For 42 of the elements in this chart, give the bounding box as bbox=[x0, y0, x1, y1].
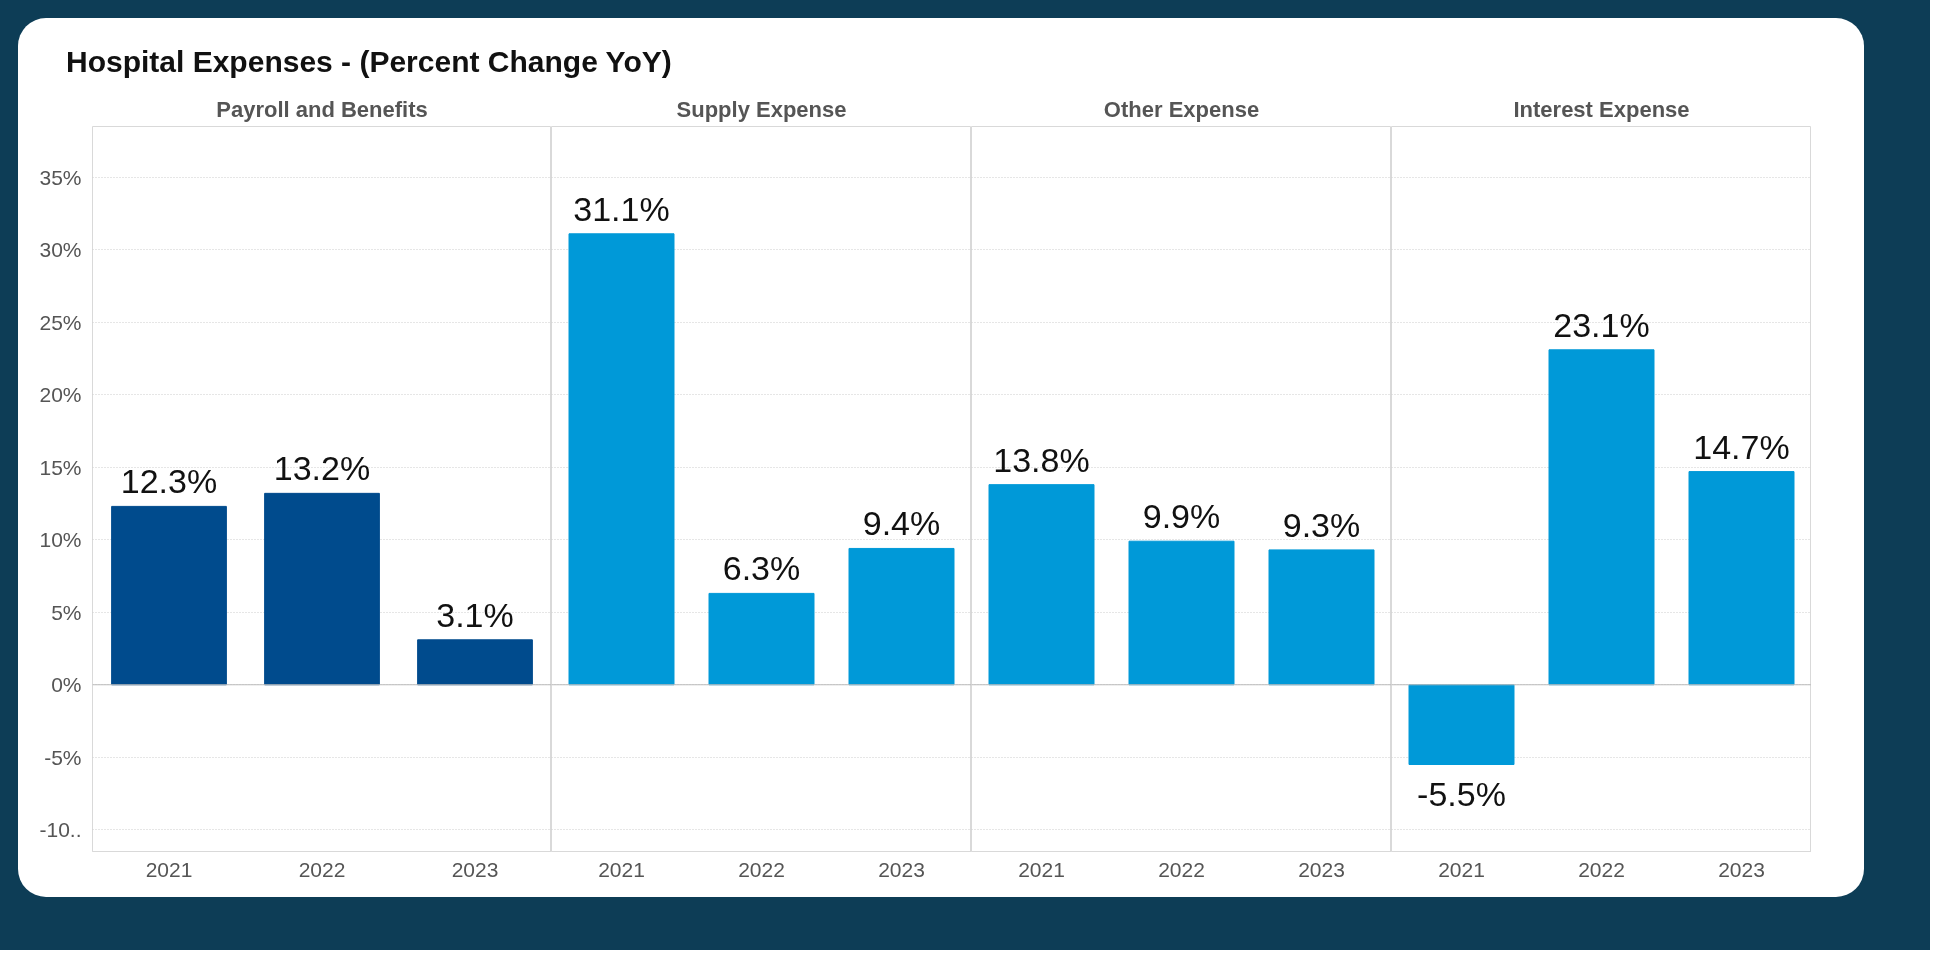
x-tick-label: 2023 bbox=[451, 857, 499, 881]
x-tick-label: 2022 bbox=[1158, 857, 1205, 881]
chart-subtitle: Supply Expense bbox=[676, 96, 847, 122]
x-tick-label: 2022 bbox=[1578, 857, 1625, 881]
y-tick-label: 25% bbox=[39, 310, 82, 334]
bar bbox=[264, 492, 380, 686]
y-tick-label: -5% bbox=[44, 745, 82, 769]
data-label: 3.1% bbox=[436, 595, 514, 634]
chart-title: Hospital Expenses - (Percent Change YoY) bbox=[66, 44, 672, 80]
x-tick-label: 2022 bbox=[298, 857, 346, 881]
y-tick-label: 35% bbox=[39, 165, 82, 189]
y-tick-label: 10% bbox=[39, 528, 82, 552]
data-label: 23.1% bbox=[1553, 305, 1650, 344]
y-tick-label: -10.. bbox=[39, 818, 82, 842]
x-tick-label: 2021 bbox=[145, 857, 193, 881]
x-tick-label: 2021 bbox=[1438, 857, 1485, 881]
x-tick-label: 2023 bbox=[1718, 857, 1765, 881]
x-tick-label: 2021 bbox=[598, 857, 645, 881]
data-label: 13.8% bbox=[993, 440, 1090, 479]
y-tick-label: 15% bbox=[39, 455, 82, 479]
x-tick-label: 2023 bbox=[1298, 857, 1345, 881]
chart-subtitle: Interest Expense bbox=[1513, 96, 1690, 122]
chart-subtitle: Other Expense bbox=[1103, 96, 1260, 122]
data-label: 9.4% bbox=[862, 504, 941, 543]
y-tick-label: 0% bbox=[51, 673, 82, 697]
bar bbox=[111, 505, 227, 686]
data-label: 9.9% bbox=[1142, 497, 1221, 536]
data-label: 9.3% bbox=[1282, 505, 1361, 544]
data-label: 31.1% bbox=[573, 189, 670, 228]
data-label: 6.3% bbox=[722, 549, 801, 588]
x-tick-label: 2023 bbox=[878, 857, 925, 881]
y-tick-label: 5% bbox=[51, 600, 82, 624]
data-label: -5.5% bbox=[1417, 774, 1506, 813]
data-label: 14.7% bbox=[1693, 427, 1790, 466]
x-tick-label: 2021 bbox=[1018, 857, 1065, 881]
bar bbox=[417, 639, 533, 686]
data-label: 12.3% bbox=[120, 462, 218, 501]
chart-subtitle: Payroll and Benefits bbox=[216, 96, 428, 122]
x-tick-label: 2022 bbox=[738, 857, 785, 881]
y-tick-label: 20% bbox=[39, 383, 82, 407]
data-label: 13.2% bbox=[273, 449, 371, 488]
y-tick-label: 30% bbox=[39, 238, 82, 262]
